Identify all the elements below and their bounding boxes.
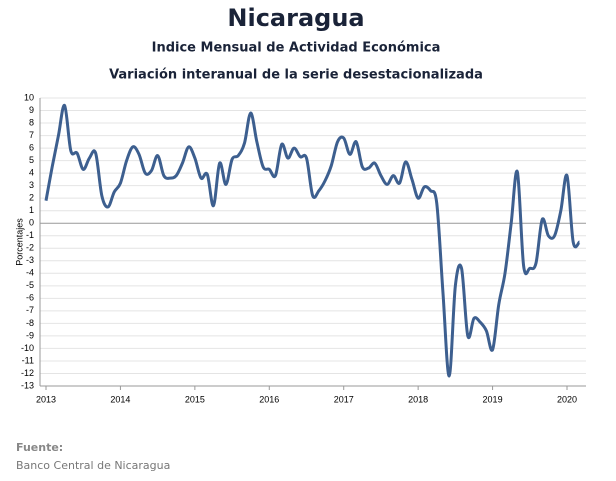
chart-title: Nicaragua	[227, 4, 364, 32]
y-tick-label: -12	[21, 368, 34, 378]
y-tick-label: -3	[26, 255, 34, 265]
x-tick-label: 2015	[185, 394, 205, 404]
chart-subtitle: Indice Mensual de Actividad Económica	[152, 41, 441, 56]
y-tick-label: 4	[29, 168, 34, 178]
y-tick-label: -10	[21, 343, 34, 353]
x-tick-label: 2018	[408, 394, 428, 404]
y-tick-label: -9	[26, 330, 34, 340]
y-tick-label: -4	[26, 268, 34, 278]
x-tick-label: 2017	[334, 394, 354, 404]
y-tick-label: -7	[26, 305, 34, 315]
y-tick-label: 9	[29, 105, 34, 115]
y-tick-label: 5	[29, 155, 34, 165]
y-tick-label: -8	[26, 318, 34, 328]
y-tick-label: 0	[29, 218, 34, 228]
y-tick-label: -2	[26, 243, 34, 253]
source: Banco Central de Nicaragua	[16, 459, 170, 472]
y-tick-label: 6	[29, 142, 34, 152]
y-tick-label: 2	[29, 193, 34, 203]
y-tick-label: 7	[29, 130, 34, 140]
y-tick-label: -11	[22, 355, 34, 365]
y-axis-label: Porcentajes	[14, 218, 24, 266]
x-tick-label: 2019	[483, 394, 503, 404]
y-tick-label: 10	[24, 92, 34, 102]
chart-subtitle: Variación interanual de la serie desesta…	[109, 68, 483, 83]
x-tick-label: 2020	[557, 394, 577, 404]
y-tick-label: 3	[29, 180, 34, 190]
x-tick-label: 2014	[110, 394, 130, 404]
y-tick-label: -5	[26, 280, 34, 290]
data-line	[44, 104, 581, 378]
y-tick-label: 1	[29, 205, 34, 215]
y-tick-label: -1	[26, 230, 34, 240]
x-tick-label: 2016	[259, 394, 279, 404]
y-tick-label: 8	[29, 117, 34, 127]
source-label: Fuente:	[16, 441, 63, 454]
x-tick-label: 2013	[36, 394, 56, 404]
y-tick-label: -13	[21, 380, 34, 390]
y-tick-label: -6	[26, 293, 34, 303]
